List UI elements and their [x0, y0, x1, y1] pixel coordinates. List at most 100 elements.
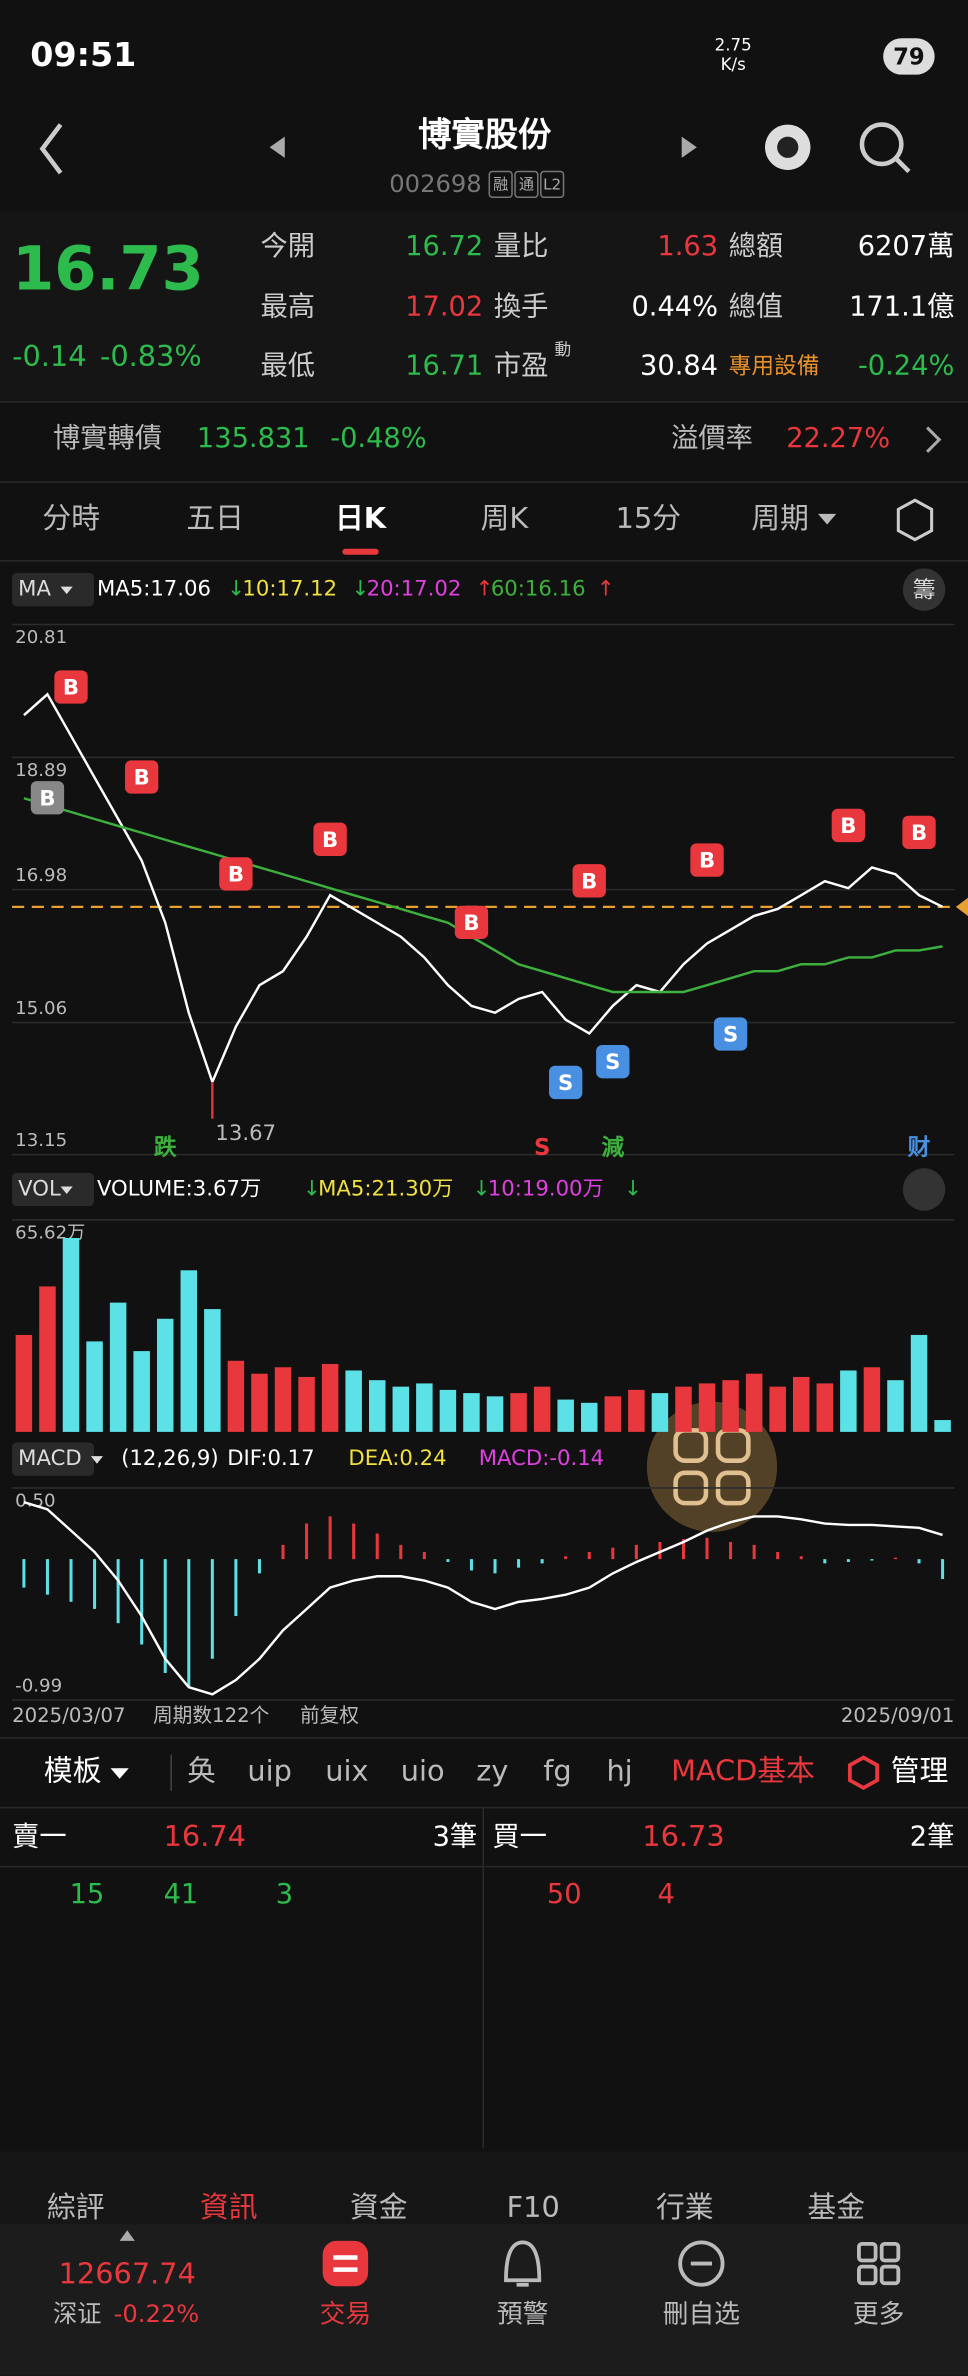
- macd-bar: [705, 1537, 709, 1560]
- volume-bar: [863, 1367, 881, 1432]
- macd-bar: [281, 1544, 285, 1560]
- period-label: 周期数122个: [153, 1704, 270, 1727]
- macd-bar: [493, 1559, 497, 1574]
- y-tick-label: 15.06: [15, 998, 67, 1019]
- sell-qty: 41: [164, 1879, 199, 1910]
- toolbar-item[interactable]: uio: [401, 1754, 445, 1788]
- volume-bar: [109, 1302, 127, 1432]
- quote-sup: 動: [554, 340, 571, 359]
- volume-bar: [486, 1396, 504, 1432]
- tab[interactable]: 周K: [481, 501, 530, 535]
- toolbar-active[interactable]: MACD基本: [671, 1754, 815, 1788]
- bottom-tab[interactable]: 綜評: [47, 2190, 105, 2224]
- nav-item[interactable]: 預警: [497, 2300, 549, 2330]
- macd-bar: [893, 1557, 897, 1560]
- macd-bar: [681, 1539, 685, 1560]
- trend-arrow: ↓: [624, 1176, 642, 1201]
- macd-bar: [45, 1559, 49, 1595]
- next-stock[interactable]: [681, 136, 697, 158]
- toolbar-item[interactable]: fg: [543, 1754, 571, 1788]
- stock-tag: L2: [543, 176, 561, 194]
- nav-bar: [0, 2224, 968, 2376]
- volume-bar: [769, 1386, 786, 1432]
- volume-bar: [86, 1341, 103, 1432]
- legend-item: 20:17.02: [367, 576, 462, 601]
- x-label-end: 2025/09/01: [841, 1704, 954, 1727]
- tab[interactable]: 五日: [186, 501, 244, 535]
- toolbar-item[interactable]: uip: [247, 1754, 291, 1788]
- legend-item: DEA:0.24: [348, 1445, 446, 1470]
- tab[interactable]: 周期: [751, 501, 809, 535]
- volume-bar: [251, 1373, 268, 1432]
- buy-qty: 50: [547, 1879, 582, 1910]
- sell-label: 賣一: [12, 1821, 67, 1852]
- quote-panel: [0, 212, 968, 402]
- trend-arrow: ↑: [476, 576, 494, 601]
- macd-bar: [328, 1516, 332, 1560]
- mascot-icon[interactable]: [765, 124, 811, 171]
- expand-arrow[interactable]: [119, 2230, 135, 2241]
- bottom-tab[interactable]: F10: [507, 2190, 560, 2224]
- nav-item[interactable]: 刪自选: [663, 2300, 740, 2330]
- bottom-tab[interactable]: 行業: [656, 2190, 714, 2224]
- status-time: 09:51: [30, 35, 136, 74]
- back-button[interactable]: [39, 123, 63, 175]
- volume-bar: [910, 1334, 928, 1432]
- y-tick-label: 16.98: [15, 865, 67, 886]
- signal-label: S: [558, 1070, 573, 1095]
- dropdown-arrow: [818, 513, 837, 525]
- signal-label: B: [840, 813, 856, 838]
- bottom-tab[interactable]: 基金: [807, 2190, 865, 2224]
- macd-bar: [399, 1544, 403, 1560]
- tab[interactable]: 分時: [42, 501, 100, 535]
- toolbar-item[interactable]: zy: [476, 1754, 508, 1788]
- alert-icon[interactable]: [504, 2240, 542, 2287]
- remove-icon[interactable]: [678, 2240, 725, 2287]
- quote-label: 市盈: [494, 350, 549, 381]
- macd-bar: [917, 1559, 921, 1564]
- macd-bar: [375, 1533, 379, 1560]
- buy-qty: 4: [657, 1879, 674, 1910]
- network-speed-unit: K/s: [721, 55, 746, 74]
- macd-bar: [658, 1542, 662, 1560]
- volume-bar: [533, 1386, 551, 1432]
- trade-icon[interactable]: [322, 2240, 369, 2287]
- tab[interactable]: 15分: [616, 501, 681, 535]
- search-button[interactable]: [859, 122, 911, 174]
- bond-chevron[interactable]: [926, 426, 942, 453]
- prev-stock[interactable]: [269, 136, 285, 158]
- price-change: -0.14: [12, 339, 86, 373]
- macd-bar: [140, 1559, 144, 1645]
- manage-button[interactable]: 管理: [891, 1754, 949, 1788]
- more-icon[interactable]: [857, 2241, 901, 2286]
- quote-value: -0.24%: [858, 350, 954, 381]
- manage-icon: [847, 1755, 880, 1791]
- tab[interactable]: 日K: [335, 501, 388, 535]
- bottom-tab[interactable]: 資訊: [200, 2190, 258, 2224]
- dropdown-arrow: [110, 1768, 129, 1779]
- macd-bar: [163, 1559, 167, 1673]
- settings-button[interactable]: [896, 498, 934, 542]
- volume-bar: [934, 1420, 951, 1432]
- toolbar-item[interactable]: uix: [325, 1754, 368, 1788]
- legend-box-label: MA: [18, 576, 51, 601]
- signal-label: B: [134, 765, 150, 790]
- toolbar-item[interactable]: hj: [606, 1754, 632, 1788]
- quote-value: 0.44%: [631, 291, 718, 322]
- signal-label: B: [63, 675, 79, 700]
- legend-box-label: VOL: [18, 1176, 61, 1201]
- macd-bar: [540, 1559, 544, 1564]
- expand-button[interactable]: [902, 1168, 946, 1211]
- macd-bar: [823, 1559, 827, 1564]
- nav-item[interactable]: 交易: [320, 2300, 372, 2330]
- chip-button[interactable]: [902, 568, 946, 611]
- volume-bar: [204, 1309, 221, 1432]
- legend-item: 60:16.16: [491, 576, 586, 601]
- template-button[interactable]: 模板: [44, 1754, 102, 1788]
- y-tick-label: -0.99: [15, 1675, 62, 1696]
- toolbar-item[interactable]: 奂: [187, 1754, 216, 1788]
- bond-name: 博實轉債: [53, 423, 162, 454]
- legend-dropdown: [60, 1186, 73, 1195]
- nav-item[interactable]: 更多: [853, 2300, 905, 2330]
- bottom-tab[interactable]: 資金: [350, 2190, 408, 2224]
